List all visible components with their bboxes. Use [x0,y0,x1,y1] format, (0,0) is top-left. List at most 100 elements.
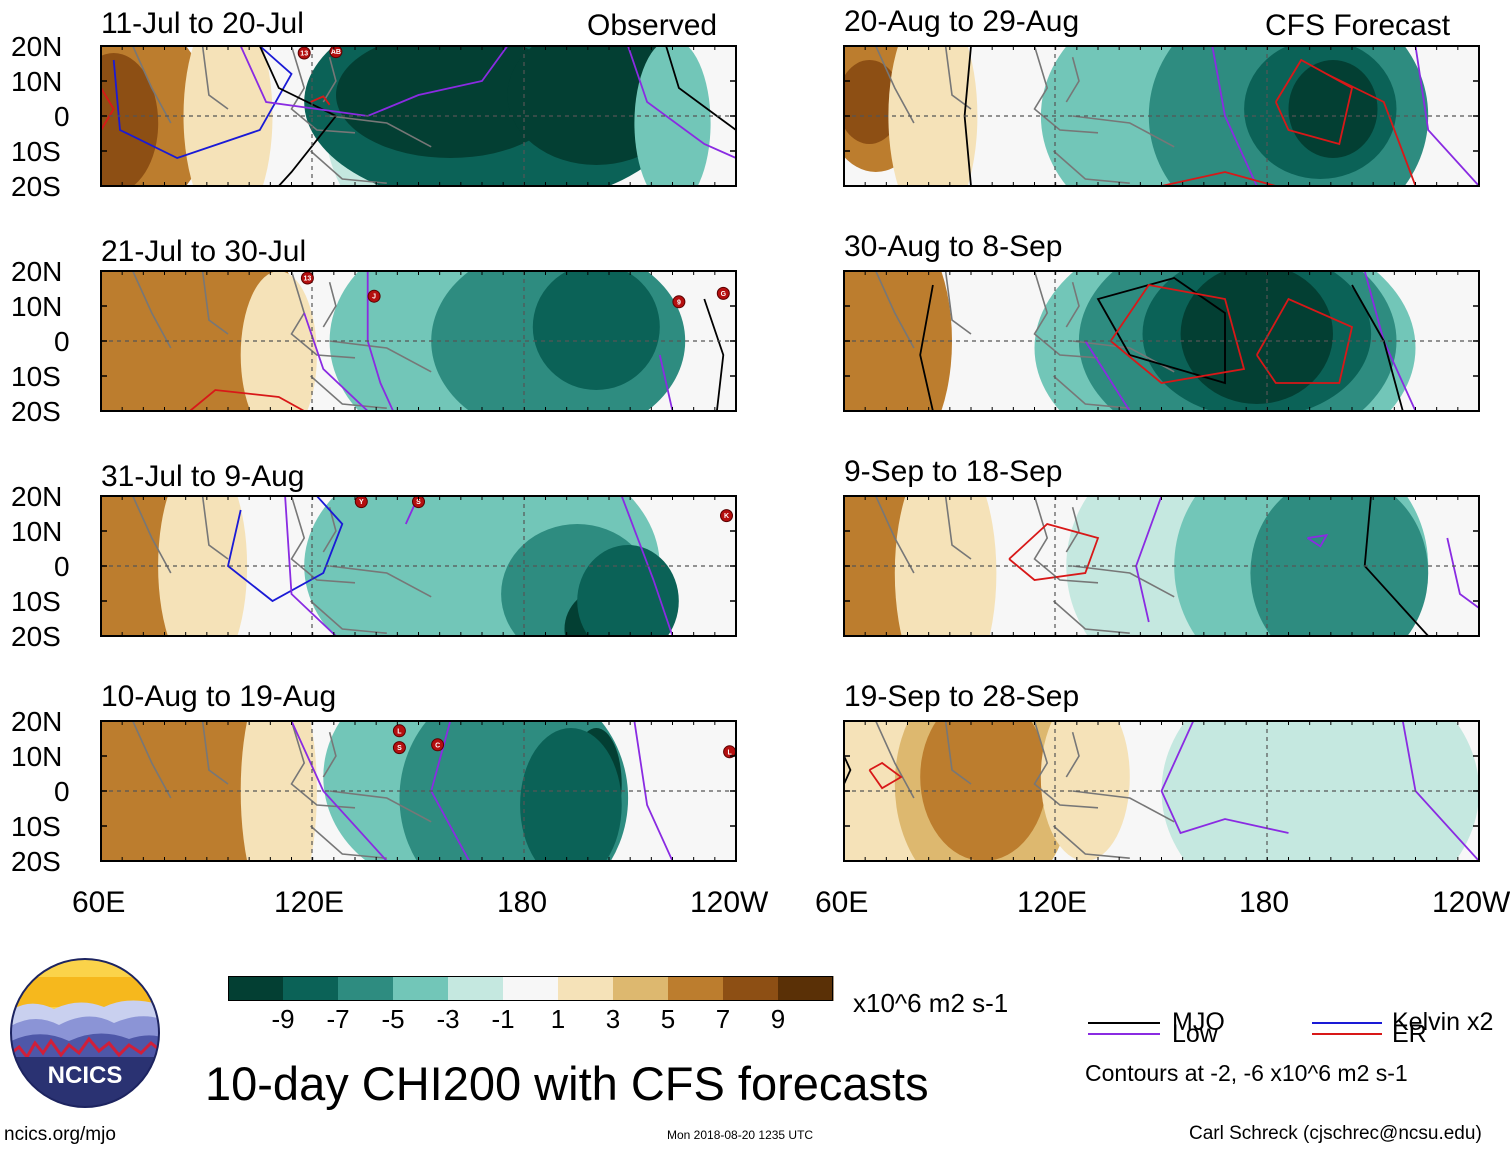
coastline [944,271,972,335]
map-panel-obs0: 13 AB [100,45,737,187]
wave-contour [112,46,293,159]
lat-label: 10N [11,291,63,322]
anomaly-shading [577,545,679,636]
coastline [132,46,172,124]
coastline [1052,825,1130,859]
coastline [322,281,337,328]
coastline [1065,56,1080,103]
wave-contour [284,496,337,636]
tropical-cyclone-icon [720,509,733,523]
tropical-cyclone-label: 13 [300,51,308,58]
colorbar-swatch [723,976,779,1001]
coastline [1033,496,1099,584]
map-panel-fc1 [843,270,1480,412]
anomaly-shading [240,721,317,861]
tropical-cyclone-icon [412,496,425,509]
colorbar-tick-label: 9 [770,1004,786,1034]
tropical-cyclone-label: C [435,742,440,749]
tropical-cyclone-icon [367,289,381,303]
colorbar-swatch [613,976,669,1001]
footer-url[interactable]: ncics.org/mjo [4,1124,116,1145]
footer-credit: Carl Schreck (cjschrec@ncsu.edu) [1189,1123,1482,1144]
wave-contour [633,721,674,861]
coastline [944,496,972,560]
legend-kelvin-label: Kelvin x2 [1392,1008,1494,1036]
lon-label: 120W [690,886,769,919]
colorbar-swatch [228,976,284,1001]
lon-label: 180 [497,886,548,919]
colorbar-tick-label: -9 [271,1004,295,1034]
tropical-cyclone-label: J [372,294,376,301]
tropical-cyclone-label: S [397,745,402,752]
coastline [322,731,337,778]
coastline [290,721,356,809]
wave-contour [627,46,736,159]
wave-contour [1096,277,1226,385]
lat-label: 0 [54,101,70,132]
wave-contour [703,298,725,411]
coastline [132,721,172,799]
panel-title-obs-3: 31-Jul to 9-Aug [101,460,305,493]
lat-label: 10N [11,516,63,547]
lat-label: 20S [11,396,61,427]
wave-contour [1414,46,1479,186]
wave-contour [290,721,388,861]
anomaly-shading [1180,271,1333,404]
wave-contour [1446,537,1479,609]
anomaly-shading [1250,496,1429,636]
coastline [132,496,172,574]
footer-timestamp: Mon 2018-08-20 1235 UTC [667,1128,814,1142]
colorbar-tick-label: 7 [715,1004,731,1034]
coastline [1052,375,1130,409]
lat-label: 10S [11,811,61,842]
tropical-cyclone-label: 9 [677,299,681,306]
coastline [1052,150,1130,184]
legend-low-label: Low [1172,1020,1218,1048]
tropical-cyclone-icon [392,741,406,755]
tropical-cyclone-label: L [727,749,732,756]
coastline [1072,115,1175,148]
wave-contour [1211,46,1258,186]
legend-er-label: ER [1392,1020,1427,1048]
map-panel-fc2 [843,495,1480,637]
lat-label: 20N [11,706,63,737]
tropical-cyclone-label: G [721,291,727,298]
coastline [322,506,337,553]
wave-contour [844,755,852,785]
coastline [322,56,337,103]
wave-contour [366,271,394,411]
panel-title-obs-2: 21-Jul to 30-Jul [101,235,307,268]
wave-contour [658,354,674,411]
lat-label: 10S [11,586,61,617]
lat-label: 20S [11,846,61,877]
lat-label: 0 [54,776,70,807]
coastline [201,46,229,110]
legend-low-line [1088,1033,1160,1035]
colorbar-tick-label: -7 [326,1004,350,1034]
colorbar-swatch [393,976,449,1001]
forecast-label: CFS Forecast [1265,9,1451,42]
anomaly-shading [183,46,273,186]
coastline [290,496,356,584]
wave-contour [1084,340,1131,411]
coastline [310,825,387,859]
map-panel-obs3: L S C L [100,720,737,862]
lon-label: 120E [1017,886,1088,919]
legend-er-line [1312,1033,1382,1035]
lat-label: 10N [11,66,63,97]
coastline [290,271,356,359]
coastline [1065,281,1080,328]
wave-contour [1135,496,1163,623]
coastline [201,271,229,335]
legend-contour-note: Contours at -2, -6 x10^6 m2 s-1 [1085,1060,1408,1086]
coastline [944,46,972,110]
panel-title-fcst-2: 30-Aug to 8-Sep [844,230,1063,263]
wave-contour [101,87,115,131]
colorbar-tick-label: 3 [605,1004,621,1034]
wave-contour [226,496,344,603]
colorbar-tick-label: -3 [436,1004,460,1034]
wave-contour [1160,721,1289,835]
anomaly-shading [240,271,317,411]
wave-contour [620,496,674,636]
panel-title-obs-4: 10-Aug to 19-Aug [101,680,337,713]
